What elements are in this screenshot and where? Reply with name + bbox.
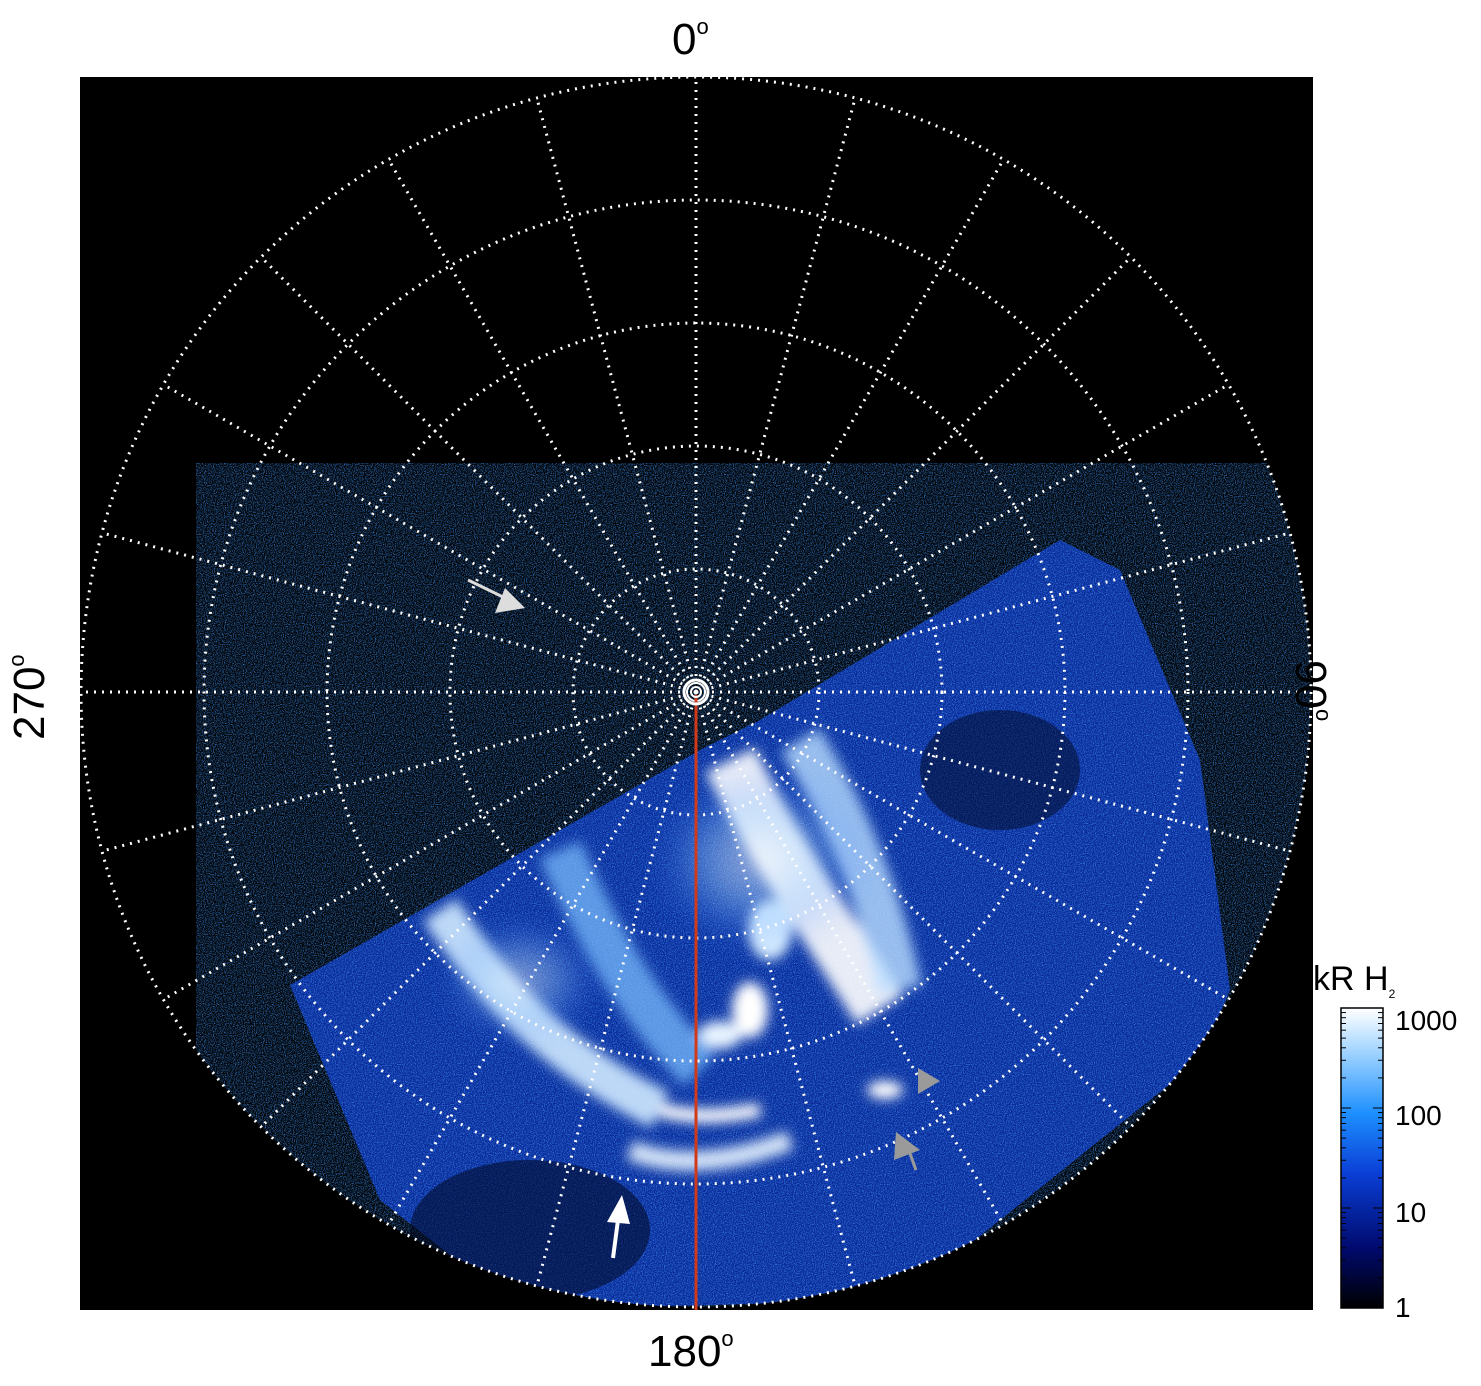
grid-meridian bbox=[694, 97, 857, 693]
grid-circle bbox=[80, 77, 1313, 1309]
arrowhead-grey-right-upper bbox=[918, 1068, 940, 1094]
colorbar-tick-1000: 1000 bbox=[1395, 1005, 1458, 1036]
grid-meridian bbox=[387, 691, 698, 1226]
colorbar-ticks bbox=[1341, 1012, 1383, 1309]
colorbar bbox=[1340, 1007, 1384, 1309]
grid-meridian bbox=[694, 158, 1005, 693]
colorbar-tick-1: 1 bbox=[1395, 1292, 1411, 1323]
grid-meridian bbox=[535, 691, 698, 1287]
grid-meridian bbox=[260, 690, 698, 1128]
grid-meridian bbox=[694, 690, 1132, 1128]
arrow-grey-right-lower bbox=[894, 1132, 920, 1171]
grid-meridian bbox=[162, 690, 697, 1001]
arrow-grey-upper bbox=[467, 578, 525, 613]
grid-circle bbox=[202, 198, 1190, 1186]
grid-meridian bbox=[260, 256, 698, 694]
colorbar-tick-10: 10 bbox=[1395, 1197, 1427, 1228]
grid-meridian bbox=[694, 691, 857, 1287]
grid-meridian bbox=[695, 690, 1230, 1001]
grid-meridian bbox=[695, 531, 1291, 694]
grid-meridian bbox=[387, 158, 698, 693]
grid-circle bbox=[448, 444, 944, 940]
grid-meridian bbox=[101, 531, 697, 694]
colorbar-unit-label: kR H2 bbox=[1313, 960, 1396, 1001]
polar-grid bbox=[80, 77, 1313, 1309]
grid-meridian bbox=[101, 690, 697, 853]
grid-meridian bbox=[162, 383, 697, 694]
pole-marker-inner bbox=[690, 686, 702, 698]
label-180deg: 180o bbox=[648, 1326, 734, 1376]
grid-meridian bbox=[535, 97, 698, 693]
grid-meridian bbox=[694, 691, 1005, 1226]
grid-meridian bbox=[695, 383, 1230, 694]
pole-marker-outer bbox=[682, 678, 710, 706]
label-90deg: 90o bbox=[1286, 660, 1336, 722]
aurora-emission bbox=[290, 540, 1230, 1307]
label-0deg: 0o bbox=[672, 14, 709, 64]
grid-meridian bbox=[694, 256, 1132, 694]
colorbar-tick-100: 100 bbox=[1395, 1100, 1442, 1131]
arrow-white-bottom bbox=[607, 1195, 630, 1259]
grid-meridian bbox=[695, 690, 1291, 853]
